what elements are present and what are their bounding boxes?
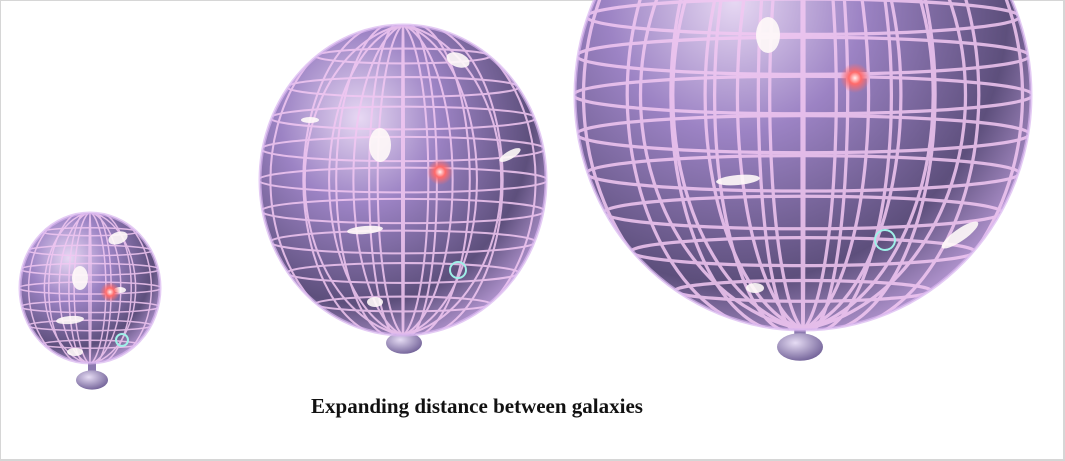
longitude-line — [368, 25, 430, 335]
galaxy — [56, 315, 84, 325]
galaxy — [72, 266, 88, 290]
longitude-line — [756, 0, 838, 330]
latitude-line — [20, 281, 160, 295]
balloons — [18, 0, 1033, 390]
red-galaxy — [100, 282, 120, 302]
galaxy — [301, 117, 319, 123]
galaxy — [347, 225, 383, 235]
galaxy — [367, 297, 383, 307]
red-galaxy — [427, 159, 453, 185]
spiral-galaxy — [874, 229, 896, 251]
balloon-rim — [18, 211, 162, 365]
balloon-rim — [573, 0, 1033, 332]
longitude-line — [58, 213, 132, 363]
balloon-body — [20, 213, 160, 363]
spiral-galaxy — [115, 333, 129, 347]
longitude-line — [302, 25, 478, 335]
balloon-grid — [575, 0, 1031, 330]
longitude-line — [712, 0, 871, 330]
galaxy — [67, 348, 83, 356]
longitude-line — [581, 0, 968, 330]
red-galaxy — [840, 63, 870, 93]
longitude-line — [43, 213, 153, 363]
galaxy — [499, 148, 521, 162]
spiral-galaxy — [449, 261, 467, 279]
galaxy — [108, 231, 128, 245]
longitude-line — [88, 213, 92, 363]
galaxy — [756, 17, 780, 53]
balloon — [573, 0, 1033, 361]
longitude-line — [671, 0, 981, 330]
caption: Expanding distance between galaxies — [311, 394, 643, 418]
galaxy — [941, 221, 979, 249]
longitude-line — [735, 0, 894, 330]
galaxy — [746, 283, 764, 293]
longitude-line — [800, 0, 806, 330]
longitude-line — [669, 0, 903, 330]
longitude-line — [27, 213, 137, 363]
balloon-rim — [258, 23, 548, 337]
balloon-knot — [777, 333, 823, 361]
longitude-line — [703, 0, 937, 330]
galaxy — [716, 174, 760, 186]
galaxy — [446, 52, 470, 68]
longitude-line — [638, 0, 1025, 330]
balloon-knot — [76, 370, 108, 390]
longitude-line — [352, 25, 471, 335]
longitude-line — [400, 25, 406, 335]
longitude-line — [625, 0, 935, 330]
balloon-neck — [88, 355, 96, 380]
longitude-line — [303, 25, 537, 335]
longitude-line — [328, 25, 504, 335]
longitude-line — [768, 0, 850, 330]
balloon-knot — [386, 332, 422, 354]
longitude-line — [269, 25, 503, 335]
longitude-line — [335, 25, 454, 335]
galaxy — [369, 128, 391, 162]
